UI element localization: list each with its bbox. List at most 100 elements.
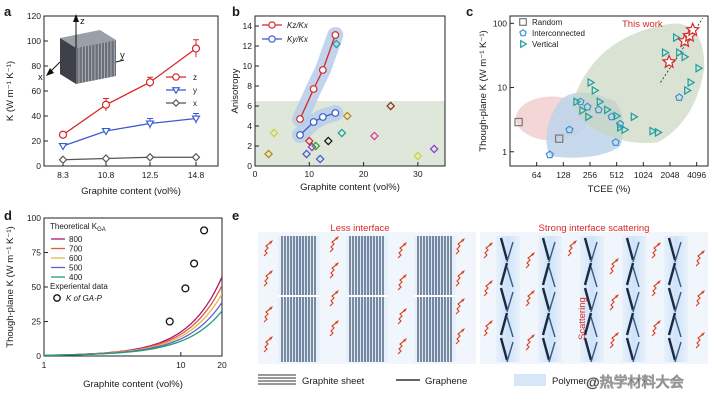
panel-d-curves (44, 276, 222, 356)
series-vertical-point (573, 97, 582, 107)
right-graphene-flake (625, 312, 635, 336)
panel-b-ytick-label: 4 (247, 121, 252, 131)
left-phonon-wave (329, 322, 337, 337)
right-graphene-flake (506, 341, 514, 363)
panel-b-ytick-label: 10 (243, 61, 253, 71)
left-polymer-column (346, 236, 388, 362)
literature-point (369, 131, 379, 141)
panel-a-xtick-label: 14.8 (188, 170, 205, 180)
panel-c-xtick-label: 2048 (661, 170, 680, 180)
left-phonon-wave (455, 330, 463, 345)
left-phonon-wave (397, 244, 405, 259)
legend-experimental-label: K of GA-P (66, 294, 103, 303)
series-vertical-point (604, 105, 612, 115)
left-polymer-column (414, 236, 456, 362)
right-phonon-wave-head (701, 250, 705, 254)
right-graphene-flake (632, 316, 640, 338)
experimental-point (200, 226, 209, 235)
panel-b-xtick-label: 30 (413, 169, 423, 179)
legend-random-marker (519, 18, 527, 26)
legend-vertical-marker (520, 39, 528, 49)
right-phonon-wave (651, 322, 659, 337)
panel-a-xlabel: Graphite content (vol%) (81, 186, 181, 197)
vertical-region (573, 23, 705, 144)
right-phonon-wave (651, 282, 659, 297)
panel-b-xtick-label: 10 (305, 169, 315, 179)
right-graphene-flake (583, 287, 593, 311)
panel-a-ytick-label: 20 (32, 136, 42, 146)
experimental-point (165, 317, 174, 326)
right-graphene-flake (541, 262, 551, 286)
left-phonon-wave (329, 264, 337, 279)
right-graphene-flake (541, 337, 551, 361)
right-phonon-wave-head (489, 242, 493, 246)
series-Ky/Kx-line (299, 112, 336, 136)
right-graphene-flake (674, 241, 682, 263)
series-z-point (145, 78, 155, 87)
left-phonon-wave-head (403, 242, 407, 246)
right-phonon-wave-head (657, 280, 661, 284)
right-phonon-wave-head (615, 294, 619, 298)
legend-k500-label: 500 (69, 264, 83, 273)
left-phonon-wave-head (335, 262, 339, 266)
panel-b-xtick-label: 20 (359, 169, 369, 179)
panel-c-xlabel: TCEE (%) (588, 184, 631, 195)
series-x-point (58, 155, 68, 165)
right-graphene-flake (583, 237, 593, 261)
series-vertical-point (654, 127, 663, 138)
series-z-point (101, 100, 111, 109)
right-phonon-wave (609, 334, 617, 349)
left-phonon-wave (329, 238, 337, 253)
panel-e-schematic: Less interface Strong interface scatteri… (258, 223, 708, 390)
left-phonon-wave (455, 240, 463, 255)
graphene-label: Graphene (425, 376, 467, 387)
series-x-point (145, 152, 155, 162)
legend-Kz/Kx-marker (268, 21, 276, 29)
panel-b-ytick-label: 0 (247, 161, 252, 171)
left-phonon-wave-head (403, 308, 407, 312)
strong-scattering-title: Strong interface scattering (539, 223, 650, 234)
panel-a-ytick-label: 40 (32, 111, 42, 121)
right-graphene-flake (583, 337, 593, 361)
panel-d-ylabel: Though-plane K (W m⁻¹ K⁻¹) (5, 226, 16, 347)
panel-c-frame (509, 15, 709, 167)
left-phonon-wave (455, 272, 463, 287)
series-Ky/Kx-point (318, 113, 327, 121)
panel-c-ytick-label: 10 (498, 83, 508, 93)
this-work-label: This work (622, 19, 663, 30)
series-random-point (555, 134, 564, 143)
panel-a-ytick-label: 0 (36, 161, 41, 171)
panel-d-ytick-label: 100 (27, 213, 41, 223)
right-graphene-flake (506, 291, 514, 313)
series-vertical-point (621, 125, 630, 135)
series-this-work-point (685, 21, 701, 37)
right-graphene-flake (674, 291, 682, 313)
panel-label-d: d (4, 208, 12, 223)
inset-axis-y: y (120, 50, 125, 61)
inset-axis-x: x (38, 72, 43, 83)
left-phonon-wave-head (403, 274, 407, 278)
panel-d-legend2-title: Experiental data (50, 282, 108, 291)
series-vertical-point (649, 126, 658, 136)
series-y-point (145, 120, 155, 129)
right-polymer-column (538, 236, 562, 362)
panel-d-ytick-label: 25 (32, 317, 42, 327)
panel-c-ytick-label: 100 (493, 18, 507, 28)
literature-point (429, 144, 439, 154)
right-polymer-column (622, 236, 646, 362)
series-random-point (514, 117, 523, 127)
right-phonon-wave (695, 334, 703, 349)
right-polymer-column (664, 236, 688, 362)
right-graphene-flake (583, 312, 593, 336)
series-Kz/Kx-point (331, 31, 340, 39)
series-y-point (191, 115, 201, 124)
legend-k400-label: 400 (69, 273, 83, 282)
left-phonon-wave (263, 308, 271, 323)
right-graphene-flake (506, 316, 514, 338)
right-phonon-wave-head (489, 320, 493, 324)
right-graphene-flake (625, 237, 635, 261)
graphite-sheet-label: Graphite sheet (302, 376, 365, 387)
left-phonon-wave (397, 340, 405, 355)
right-graphene-flake (548, 241, 556, 263)
